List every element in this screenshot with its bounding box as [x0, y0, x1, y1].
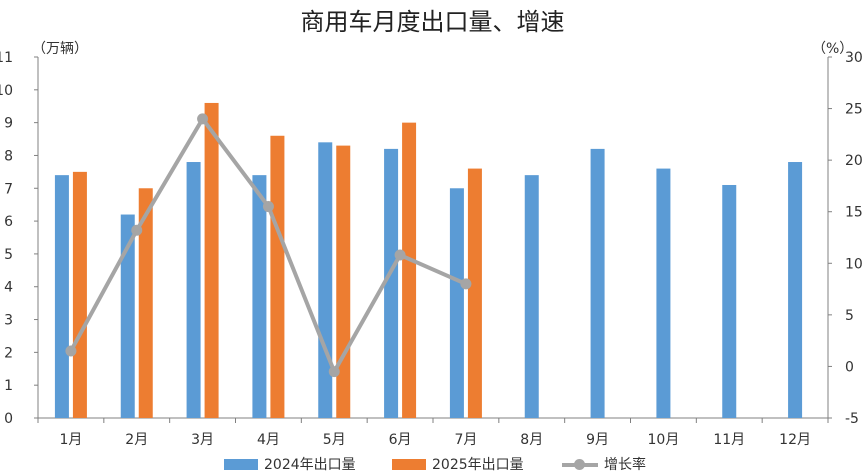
left-tick-label: 7 — [4, 181, 13, 197]
right-tick-label: 5 — [845, 308, 854, 324]
x-tick-label: 10月 — [648, 432, 680, 448]
bar-2025 — [336, 145, 351, 419]
bar-2025 — [402, 122, 417, 419]
legend-label-growth: 增长率 — [604, 457, 646, 473]
right-tick-label: 0 — [845, 359, 854, 375]
growth-point — [460, 278, 472, 290]
bar-2024 — [384, 148, 399, 418]
growth-point — [328, 366, 340, 378]
left-tick-label: 0 — [4, 411, 13, 427]
growth-point — [394, 249, 406, 261]
left-tick-label: 10 — [0, 83, 13, 99]
right-tick-label: -5 — [845, 411, 859, 427]
bar-2025 — [270, 135, 285, 418]
right-tick-label: 15 — [845, 205, 863, 221]
x-tick-label: 2月 — [125, 432, 148, 448]
left-tick-label: 11 — [0, 50, 13, 66]
chart-title: 商用车月度出口量、增速 — [300, 8, 565, 36]
bar-2025 — [72, 171, 87, 418]
legend-item-growth: 增长率 — [562, 452, 646, 476]
x-tick-label: 8月 — [520, 432, 543, 448]
right-tick-label: 10 — [845, 256, 863, 272]
legend: 2024年出口量 2025年出口量 增长率 — [0, 452, 865, 476]
growth-point — [197, 113, 209, 125]
legend-swatch-2025 — [392, 458, 426, 470]
right-tick-label: 30 — [845, 50, 863, 66]
growth-point — [65, 345, 77, 357]
bar-2024 — [120, 214, 135, 418]
legend-swatch-2024 — [224, 458, 258, 470]
bar-2024 — [186, 162, 201, 418]
x-tick-label: 5月 — [323, 432, 346, 448]
right-tick-label: 25 — [845, 102, 863, 118]
legend-swatch-growth — [562, 458, 598, 470]
x-tick-label: 1月 — [59, 432, 82, 448]
bar-2024 — [590, 148, 605, 418]
x-tick-label: 12月 — [779, 432, 811, 448]
left-tick-label: 1 — [4, 378, 13, 394]
bar-2024 — [656, 168, 671, 418]
bar-2024 — [54, 175, 69, 418]
bar-2025 — [204, 102, 219, 418]
left-tick-label: 5 — [4, 247, 13, 263]
left-tick-label: 4 — [4, 280, 13, 296]
bar-2025 — [467, 168, 482, 418]
growth-point — [131, 224, 143, 236]
bar-2024 — [788, 162, 803, 418]
left-tick-label: 6 — [4, 214, 13, 230]
right-axis-unit: （%） — [812, 41, 854, 57]
legend-item-2024: 2024年出口量 — [224, 452, 356, 476]
left-tick-label: 9 — [4, 116, 13, 132]
legend-label-2024: 2024年出口量 — [264, 457, 356, 473]
x-tick-label: 4月 — [257, 432, 280, 448]
left-tick-label: 3 — [4, 313, 13, 329]
legend-label-2025: 2025年出口量 — [432, 457, 524, 473]
growth-point — [262, 201, 274, 213]
right-tick-label: 20 — [845, 153, 863, 169]
legend-item-2025: 2025年出口量 — [392, 452, 524, 476]
x-tick-label: 11月 — [713, 432, 745, 448]
x-tick-label: 3月 — [191, 432, 214, 448]
bar-2024 — [252, 175, 267, 418]
left-tick-label: 2 — [4, 345, 13, 361]
bar-2025 — [138, 188, 153, 418]
x-tick-label: 9月 — [586, 432, 609, 448]
x-tick-label: 6月 — [389, 432, 412, 448]
bar-2024 — [722, 184, 737, 418]
bar-2024 — [318, 142, 333, 418]
bar-2024 — [449, 188, 464, 418]
bar-2024 — [524, 175, 539, 418]
x-tick-label: 7月 — [454, 432, 477, 448]
left-axis-unit: （万辆） — [32, 41, 88, 57]
left-tick-label: 8 — [4, 148, 13, 164]
